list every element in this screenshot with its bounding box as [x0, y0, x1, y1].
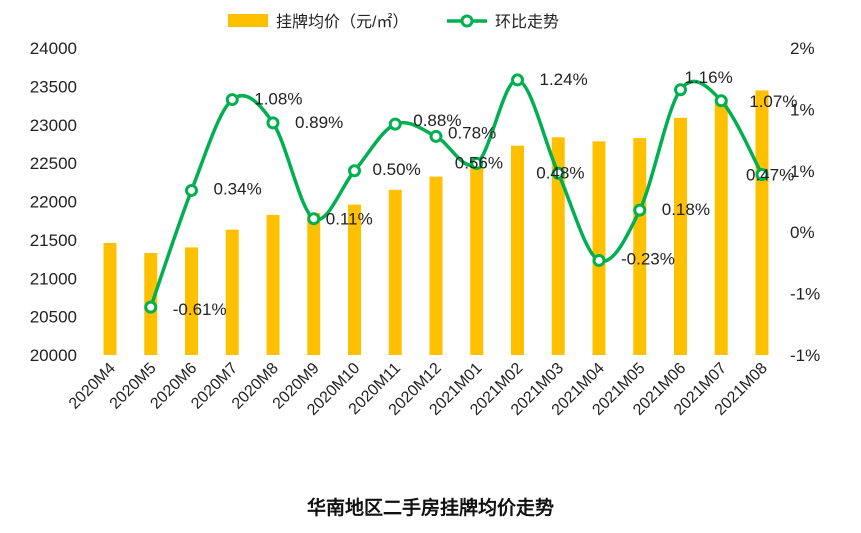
bar-2020M11 [388, 189, 402, 355]
left-axis-tick-label: 23500 [30, 77, 77, 96]
left-axis-tick-label: 22500 [30, 154, 77, 173]
line-marker-2021M01 [470, 156, 484, 170]
chart: 20000 20500 21000 21500 22000 22500 23000 23500… [30, 13, 821, 419]
line-marker-2020M10 [348, 164, 361, 178]
bar-2021M01 [470, 166, 484, 355]
line-marker-2021M08 [755, 167, 769, 181]
line-marker-2021M06 [674, 83, 687, 97]
series-line-mom [149, 78, 764, 308]
line-marker-2021M04 [592, 253, 606, 267]
left-axis-tick-label: 21500 [30, 231, 77, 250]
chart-title: 华南地区二手房挂牌均价走势 [306, 498, 554, 519]
left-axis-tick-label: 22000 [30, 193, 77, 212]
line-marker-2020M11 [388, 117, 402, 131]
data-label: 0.89% [295, 113, 343, 132]
data-label: 1.16% [685, 68, 733, 87]
bar-2021M04 [592, 141, 606, 355]
right-axis-tick-label: 1% [790, 100, 815, 119]
right-axis-tick-label: -1% [790, 346, 820, 365]
bar-2020M4 [103, 242, 117, 355]
data-label: 0.34% [214, 179, 262, 198]
bar-2020M12 [429, 176, 443, 355]
bar-2021M05 [633, 138, 647, 355]
bar-2021M08 [755, 90, 769, 355]
bar-2020M8 [266, 214, 280, 355]
bar-2021M07 [714, 98, 728, 355]
line-marker-2020M5 [144, 300, 158, 314]
bar-2021M06 [674, 117, 687, 355]
legend-bar-label: 挂牌均价（元/㎡） [276, 13, 408, 31]
bar-2020M7 [225, 229, 239, 355]
bar-2020M6 [185, 247, 198, 355]
data-label: 0.78% [448, 123, 496, 142]
bar-2021M02 [511, 145, 524, 355]
data-label: 0.11% [326, 210, 373, 229]
line-marker-2020M7 [225, 93, 239, 107]
data-label: 0.88% [413, 111, 461, 130]
bar-2021M03 [551, 137, 565, 355]
left-axis-tick-label: 20500 [30, 308, 77, 327]
right-axis-tick-label: 1% [790, 162, 815, 181]
right-axis-tick-label: 2% [790, 39, 815, 58]
data-label: 0.18% [662, 200, 710, 219]
left-axis-tick-label: 23000 [30, 116, 77, 135]
bar-2020M9 [307, 213, 321, 355]
right-axis-tick-label: 0% [790, 223, 815, 242]
data-label: -0.61% [173, 300, 227, 319]
data-label: 1.07% [749, 92, 797, 111]
line-marker-2021M03 [551, 166, 565, 180]
line-marker-2020M12 [429, 129, 443, 143]
data-label: 0.47% [746, 165, 794, 184]
data-label: 1.08% [254, 90, 302, 109]
data-label: -0.23% [621, 249, 675, 268]
data-label: 0.50% [373, 160, 421, 179]
line-marker-2021M02 [511, 73, 524, 87]
left-axis-tick-label: 21000 [30, 269, 77, 288]
line-marker-2020M8 [266, 116, 280, 130]
line-marker-2020M9 [307, 212, 321, 226]
line-marker-2021M07 [714, 94, 728, 108]
data-label: 0.48% [536, 163, 584, 182]
line-marker-2021M05 [633, 203, 647, 217]
data-label: 0.56% [455, 153, 503, 172]
legend-line-marker [460, 14, 474, 28]
left-axis-tick-label: 20000 [30, 346, 77, 365]
line-marker-2020M6 [185, 183, 198, 197]
right-axis-tick-label: -1% [790, 285, 820, 304]
legend-line-label: 环比走势 [495, 13, 559, 31]
left-axis-tick-label: 24000 [30, 39, 77, 58]
legend-bar-swatch [228, 14, 268, 27]
data-label: 1.24% [540, 70, 588, 89]
bar-2020M10 [348, 204, 361, 355]
